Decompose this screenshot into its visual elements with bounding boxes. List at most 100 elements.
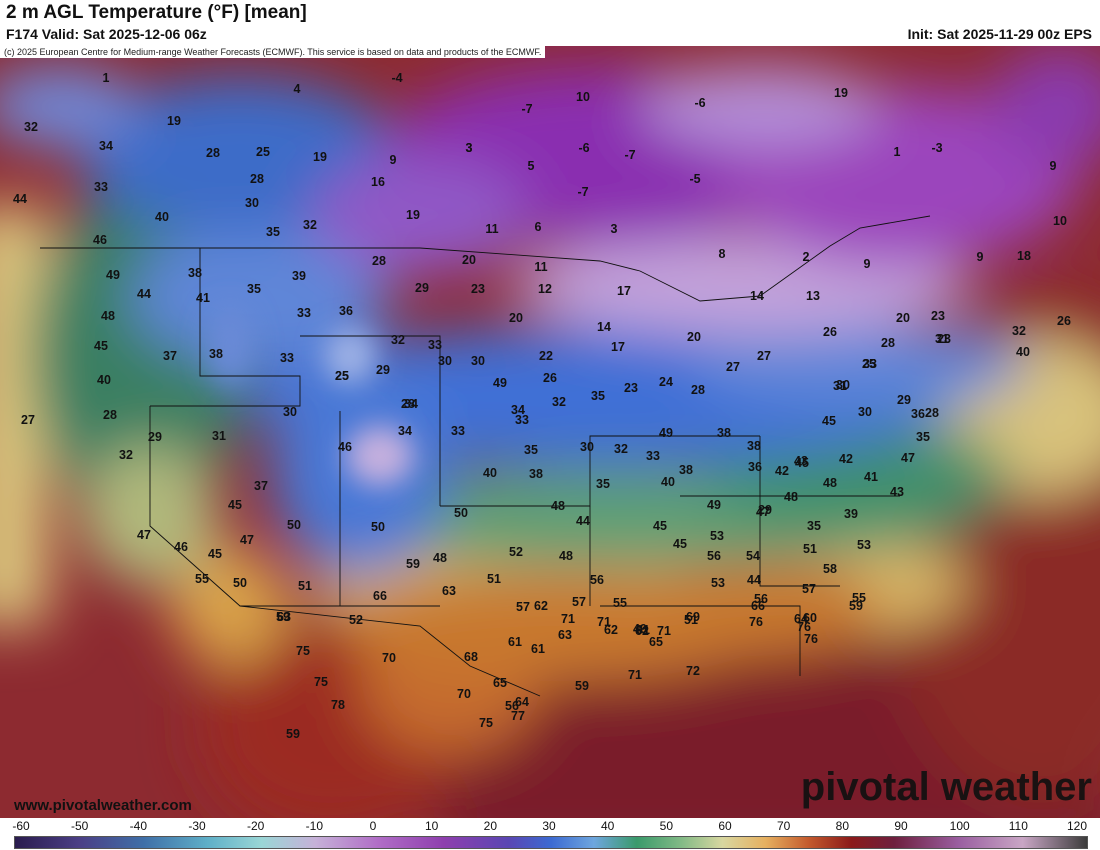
temperature-label: 38 (747, 439, 761, 453)
temperature-label: 76 (804, 632, 818, 646)
temperature-label: 30 (283, 405, 297, 419)
temperature-label: 28 (206, 146, 220, 160)
temperature-label: 53 (857, 538, 871, 552)
temperature-label: 59 (575, 679, 589, 693)
temperature-label: 20 (896, 311, 910, 325)
temperature-label: 9 (864, 257, 871, 271)
temperature-label: 12 (538, 282, 552, 296)
temperature-label: 33 (646, 449, 660, 463)
temperature-label: 9 (390, 153, 397, 167)
temperature-label: 33 (451, 424, 465, 438)
temperature-label: 44 (13, 192, 27, 206)
temperature-label: 40 (661, 475, 675, 489)
temperature-label: 40 (155, 210, 169, 224)
temperature-label: 41 (864, 470, 878, 484)
temperature-label: 71 (597, 615, 611, 629)
copyright-notice: (c) 2025 European Centre for Medium-rang… (0, 46, 546, 58)
temperature-label: 35 (524, 443, 538, 457)
temperature-label: 78 (331, 698, 345, 712)
temperature-label: 75 (296, 644, 310, 658)
temperature-label: 49 (493, 376, 507, 390)
temperature-label: 50 (454, 506, 468, 520)
temperature-label: 47 (240, 533, 254, 547)
temperature-label: 42 (775, 464, 789, 478)
temperature-label: 51 (487, 572, 501, 586)
colorbar-tick: 120 (1066, 819, 1088, 833)
temperature-label: 35 (807, 519, 821, 533)
temperature-label: 72 (686, 664, 700, 678)
temperature-label: 75 (314, 675, 328, 689)
temperature-label: 65 (649, 635, 663, 649)
colorbar-strip (14, 836, 1088, 849)
colorbar-tick: 30 (542, 819, 556, 833)
temperature-label: 45 (653, 519, 667, 533)
temperature-label: 46 (174, 540, 188, 554)
temperature-label: 49 (633, 622, 647, 636)
temperature-label: -7 (577, 185, 588, 199)
temperature-label: 48 (784, 490, 798, 504)
temperature-label: 35 (247, 282, 261, 296)
temperature-label: 54 (746, 549, 760, 563)
temperature-label: 34 (511, 403, 525, 417)
temperature-label: 50 (233, 576, 247, 590)
temperature-label: 38 (188, 266, 202, 280)
colorbar-tick: 20 (483, 819, 498, 833)
temperature-label: 48 (823, 476, 837, 490)
temperature-label: 71 (657, 624, 671, 638)
temperature-label: 29 (415, 281, 429, 295)
temperature-label: 28 (401, 397, 415, 411)
temperature-label: 57 (802, 582, 816, 596)
temperature-map[interactable]: 1 4 -4 -7 10 -6 32 19 3 -6 19 -7 1 -3 9 34 28 25 19 9 3 5 -7 -5… (0, 46, 1100, 818)
temperature-label: 77 (511, 709, 525, 723)
temperature-label: 29 (376, 363, 390, 377)
temperature-label: 14 (750, 289, 764, 303)
temperature-label: 71 (561, 612, 575, 626)
temperature-label: 32 (24, 120, 38, 134)
temperature-label: 33 (297, 306, 311, 320)
temperature-label: 33 (863, 357, 877, 371)
temperature-label: 49 (707, 498, 721, 512)
temperature-label: 32 (614, 442, 628, 456)
temperature-label: 30 (580, 440, 594, 454)
temperature-label: 70 (457, 687, 471, 701)
temperature-label: 33 (515, 413, 529, 427)
temperature-label: 45 (822, 414, 836, 428)
temperature-label: 50 (287, 518, 301, 532)
temperature-label: 10 (1053, 214, 1067, 228)
temperature-label: 32 (1012, 324, 1026, 338)
temperature-label: 59 (276, 610, 290, 624)
colorbar-tick: 90 (894, 819, 908, 833)
temperature-label: 60 (803, 611, 817, 625)
temperature-label: 28 (881, 336, 895, 350)
init-time: Init: Sat 2025-11-29 00z EPS (907, 26, 1092, 42)
temperature-label: 75 (479, 716, 493, 730)
temperature-label: 41 (196, 291, 210, 305)
colorbar-tick: -40 (129, 819, 147, 833)
website-watermark: www.pivotalweather.com (14, 797, 192, 814)
temperature-label: 70 (382, 651, 396, 665)
temperature-label: 1 (103, 71, 110, 85)
temperature-label: 34 (99, 139, 113, 153)
temperature-label: 63 (558, 628, 572, 642)
temperature-label: 28 (250, 172, 264, 186)
temperature-label: 56 (505, 699, 519, 713)
temperature-label: -6 (578, 141, 589, 155)
colorbar-tick: -20 (246, 819, 265, 833)
temperature-label: 66 (373, 589, 387, 603)
temperature-label: 46 (338, 440, 352, 454)
temperature-label: 63 (277, 610, 291, 624)
temperature-label: 30 (858, 405, 872, 419)
colorbar-tick: 40 (600, 819, 615, 833)
temperature-label: 62 (534, 599, 548, 613)
temperature-label: 20 (509, 311, 523, 325)
temperature-label: 66 (751, 599, 765, 613)
temperature-label: 29 (758, 503, 772, 517)
temperature-label: 42 (839, 452, 853, 466)
colorbar-tick: -30 (188, 819, 206, 833)
temperature-label: 59 (849, 599, 863, 613)
temperature-label: 47 (901, 451, 915, 465)
temperature-label: 38 (679, 463, 693, 477)
temperature-label: 27 (726, 360, 740, 374)
temperature-label: 30 (836, 378, 850, 392)
